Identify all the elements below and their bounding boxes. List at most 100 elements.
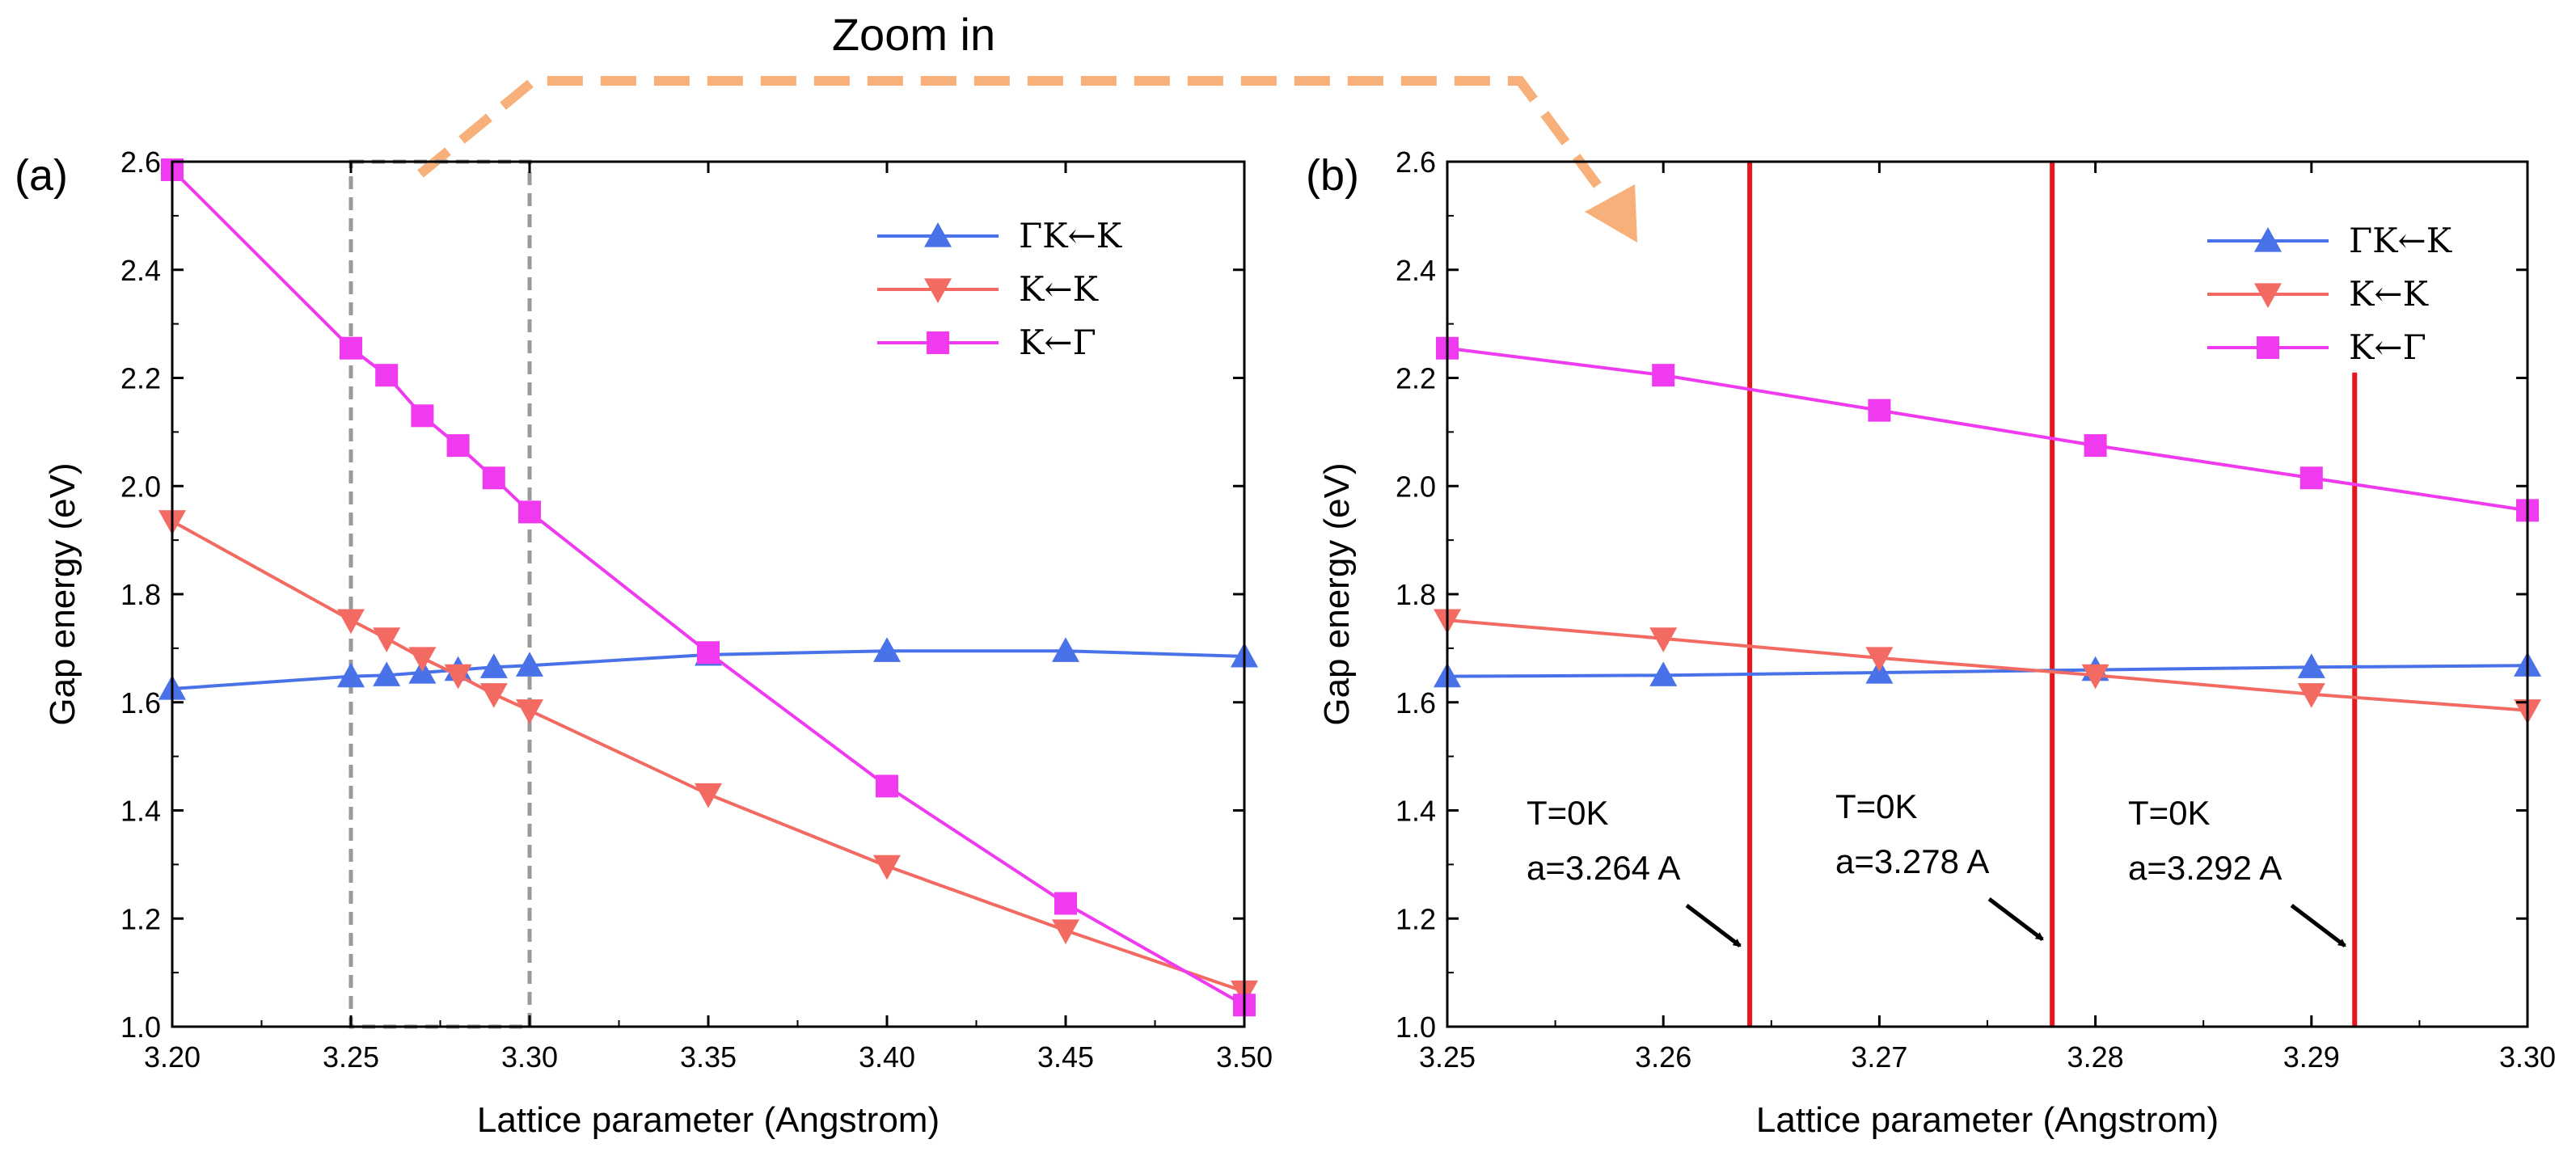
y-tick-label: 2.2 <box>1396 362 1436 395</box>
series-1-point <box>1649 661 1678 686</box>
series-2-point <box>1649 627 1678 652</box>
y-tick-label: 2.0 <box>1396 470 1436 503</box>
x-tick-label: 3.30 <box>2499 1040 2556 1074</box>
series-3-point <box>2299 466 2323 490</box>
y-tick-label: 1.6 <box>1396 686 1436 719</box>
series-3-point <box>876 774 898 798</box>
series-line-2 <box>171 519 1245 994</box>
y-tick-label: 1.6 <box>120 686 161 719</box>
legend-label: K←Γ <box>2349 327 2426 367</box>
legend: ΓK←K K←K K←Γ <box>877 216 1123 362</box>
series-1-point <box>337 662 365 688</box>
x-tick-label: 3.28 <box>2067 1040 2124 1074</box>
annotation-2: T=0K a=3.278 A <box>1835 787 2044 941</box>
y-tick-label: 1.0 <box>120 1011 161 1044</box>
series-2-point <box>373 627 401 652</box>
y-tick-label: 2.0 <box>120 470 161 503</box>
series-2-point <box>695 783 722 808</box>
annotation-temp: T=0K <box>1835 787 1918 825</box>
annotation-arrow <box>1987 897 2044 941</box>
zoom-in-label: Zoom in <box>832 9 995 60</box>
y-tick-label: 2.6 <box>120 146 161 179</box>
series-3-point <box>1868 399 1891 422</box>
legend-label: ΓK←K <box>1019 216 1123 255</box>
annotation-lattice: a=3.278 A <box>1835 842 1989 880</box>
legend-label: K←Γ <box>1019 323 1096 362</box>
x-tick-label: 3.45 <box>1037 1040 1094 1074</box>
annotation-1: T=0K a=3.264 A <box>1527 794 1742 947</box>
y-tick-label: 2.4 <box>120 254 161 287</box>
annotation-lattice: a=3.264 A <box>1527 849 1680 887</box>
series-2-point <box>1865 647 1894 672</box>
series-3-point <box>518 500 541 524</box>
annotation-3: T=0K a=3.292 A <box>2128 794 2346 947</box>
x-tick-label: 3.25 <box>323 1040 379 1074</box>
x-axis-title: Lattice parameter (Angstrom) <box>1756 1100 2219 1140</box>
legend-marker <box>2254 227 2282 252</box>
series-3-point <box>482 466 505 490</box>
x-tick-label: 3.25 <box>1419 1040 1476 1074</box>
series-2-point <box>479 683 508 708</box>
annotation-temp: T=0K <box>2128 794 2211 832</box>
y-tick-label: 1.2 <box>120 902 161 935</box>
series-3-point <box>375 364 399 387</box>
annotation-temp: T=0K <box>1527 794 1609 832</box>
series-3-point <box>411 404 434 428</box>
legend-marker <box>2254 283 2282 308</box>
panel-a-chart: (a) 3.20 3.25 3.30 3.35 3.40 3.45 3.50 1.0 1.2 1.4… <box>15 146 1273 1140</box>
legend-label: ΓK←K <box>2349 221 2453 260</box>
series-3-point <box>446 434 470 458</box>
series-1-point <box>373 661 401 686</box>
series-3-point <box>2084 434 2107 458</box>
legend-marker <box>2257 336 2279 359</box>
annotation-arrow <box>2290 904 2346 947</box>
series-1-point <box>2297 653 2325 678</box>
series-2-point <box>444 664 472 690</box>
y-tick-label: 1.4 <box>120 795 161 828</box>
y-tick-label: 1.2 <box>1396 902 1436 935</box>
x-tick-label: 3.20 <box>144 1040 201 1074</box>
legend-marker <box>924 222 952 247</box>
legend-label: K←K <box>1019 269 1100 309</box>
zoom-arrow <box>417 76 1637 243</box>
series-line-1 <box>1446 664 2528 678</box>
series-line-2 <box>1446 618 2528 712</box>
y-tick-label: 2.2 <box>120 362 161 395</box>
x-tick-label: 3.30 <box>501 1040 558 1074</box>
y-tick-label: 1.0 <box>1396 1011 1436 1044</box>
legend-marker <box>924 278 952 303</box>
y-tick-label: 1.8 <box>1396 578 1436 611</box>
series-2-point <box>2081 664 2109 690</box>
series-1-point <box>479 653 508 678</box>
series-3-point <box>340 336 362 360</box>
x-tick-label: 3.27 <box>1851 1040 1907 1074</box>
x-tick-label: 3.26 <box>1635 1040 1691 1074</box>
x-tick-label: 3.40 <box>859 1040 915 1074</box>
x-tick-label: 3.29 <box>2283 1040 2340 1074</box>
legend-label: K←K <box>2349 274 2430 314</box>
legend-marker <box>927 331 949 354</box>
y-axis-title: Gap energy (eV) <box>1317 462 1357 725</box>
series-3-point <box>1652 364 1675 387</box>
y-tick-label: 1.4 <box>1396 795 1436 828</box>
series-2-point <box>873 854 901 880</box>
series-line-3 <box>1446 346 2528 513</box>
annotation-arrow <box>1685 904 1742 947</box>
y-tick-label: 2.6 <box>1396 146 1436 179</box>
zoom-region-box <box>348 159 532 1029</box>
series-1-point <box>1052 637 1079 662</box>
series-1-point <box>873 637 901 662</box>
panel-label: (a) <box>15 151 68 200</box>
panel-label: (b) <box>1306 151 1359 200</box>
panel-b-chart: (b) 3.25 3.26 3.27 3.28 3.29 3.30 1.0 1.2 1.4 1.6 1… <box>1306 146 2556 1140</box>
series-3-point <box>1054 892 1077 915</box>
series-3-point <box>697 641 720 665</box>
series-1-point <box>516 652 543 677</box>
series-2-point <box>516 699 543 724</box>
y-axis-title: Gap energy (eV) <box>43 462 82 725</box>
x-tick-label: 3.50 <box>1216 1040 1273 1074</box>
x-axis-title: Lattice parameter (Angstrom) <box>477 1100 940 1140</box>
series-2-point <box>337 609 365 635</box>
x-tick-label: 3.35 <box>680 1040 737 1074</box>
series-2-point <box>1052 919 1079 944</box>
